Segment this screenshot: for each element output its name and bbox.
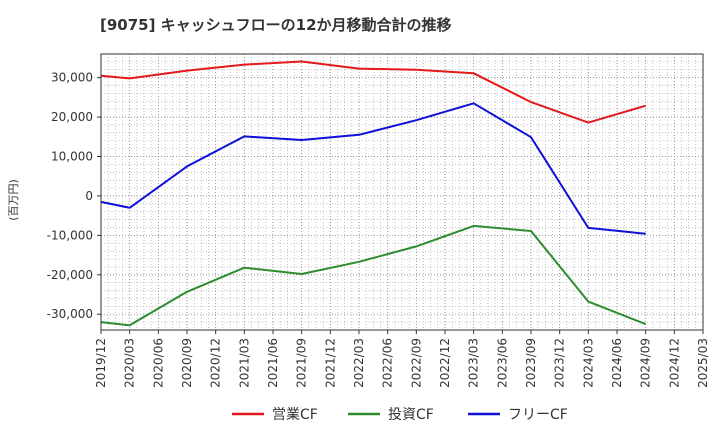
legend-label: 投資CF	[388, 407, 434, 423]
x-tick-label: 2023/12	[553, 338, 567, 388]
x-tick-label: 2020/12	[209, 338, 223, 388]
x-tick-label: 2021/09	[295, 338, 309, 388]
x-tick-label: 2024/12	[667, 338, 681, 388]
series-line	[100, 102, 646, 235]
x-tick-label: 2022/12	[438, 338, 452, 388]
x-tick-label: 2022/06	[381, 338, 395, 388]
series-line	[100, 60, 646, 124]
series-lines	[100, 60, 647, 327]
x-tick-label: 2022/09	[409, 338, 423, 388]
y-tick-label: -10,000	[47, 228, 93, 242]
y-axis-label: (百万円)	[7, 179, 20, 221]
x-tick-label: 2025/03	[696, 338, 710, 388]
y-tick-label: 10,000	[51, 150, 93, 164]
x-tick-label: 2024/09	[639, 338, 653, 388]
x-tick-label: 2020/06	[151, 338, 165, 388]
x-tick-label: 2021/03	[237, 338, 251, 388]
x-tick-label: 2023/09	[524, 338, 538, 388]
x-tick-label: 2020/03	[123, 338, 137, 388]
legend: 営業CF 投資CF フリーCF	[232, 407, 568, 423]
x-tick-label: 2021/12	[323, 338, 337, 388]
y-tick-label: 20,000	[51, 110, 93, 124]
legend-label: 営業CF	[272, 407, 318, 423]
series-line	[100, 224, 647, 327]
plot-frame	[100, 53, 704, 331]
x-tick-label: 2021/06	[266, 338, 280, 388]
y-tick-label: 0	[85, 189, 93, 203]
y-axis: -30,000 -20,000 -10,000 0 10,000 20,000 30,000	[47, 71, 101, 321]
x-tick-label: 2023/06	[495, 338, 509, 388]
x-axis: 2019/12 2020/03 2020/06 2020/09 2020/12 2021/…	[94, 330, 710, 388]
y-tick-label: -30,000	[47, 307, 93, 321]
x-tick-label: 2024/06	[610, 338, 624, 388]
x-tick-label: 2022/03	[352, 338, 366, 388]
x-tick-label: 2019/12	[94, 338, 108, 388]
x-tick-label: 2023/03	[467, 338, 481, 388]
y-tick-label: -20,000	[47, 268, 93, 282]
y-tick-label: 30,000	[51, 71, 93, 85]
chart-title: [9075] キャッシュフローの12か月移動合計の推移	[100, 16, 452, 34]
legend-label: フリーCF	[508, 407, 568, 423]
x-tick-label: 2024/03	[581, 338, 595, 388]
x-tick-label: 2020/09	[180, 338, 194, 388]
